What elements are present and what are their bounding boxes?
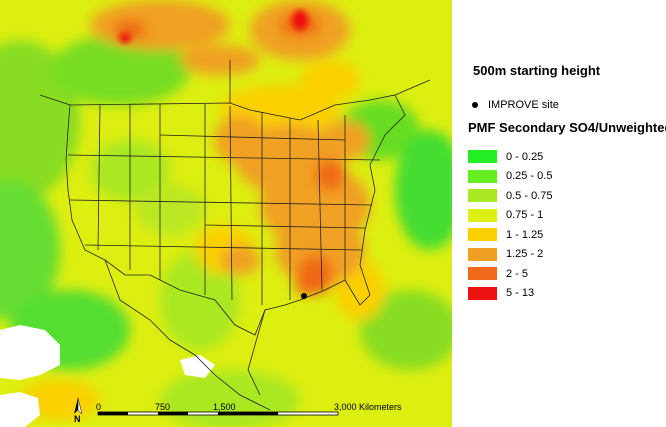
legend-class: 0.25 - 0.5 xyxy=(468,167,552,187)
legend-class-label: 5 - 13 xyxy=(506,287,535,300)
legend-class: 5 - 13 xyxy=(468,284,552,304)
starting-height-title: 500m starting height xyxy=(473,63,601,78)
legend-class-label: 1.25 - 2 xyxy=(506,248,544,261)
scale-tick-3000: 3,000 Kilometers xyxy=(334,402,402,412)
legend-class-label: 0.75 - 1 xyxy=(506,209,544,222)
no-data-areas xyxy=(0,325,215,427)
legend-class-label: 0 - 0.25 xyxy=(506,150,544,163)
scale-tick-750: 750 xyxy=(155,402,170,412)
legend-class: 2 - 5 xyxy=(468,264,552,284)
legend-swatch xyxy=(468,228,497,242)
hotspots xyxy=(119,10,308,43)
legend-classes: 0 - 0.25 0.25 - 0.5 0.5 - 0.75 0.75 - 1 1 - … xyxy=(468,147,552,303)
legend-class: 0 - 0.25 xyxy=(468,147,552,167)
legend-swatch xyxy=(468,208,497,222)
legend-class: 0.75 - 1 xyxy=(468,206,552,226)
boundaries xyxy=(39,60,431,411)
concentration-map: N 0 750 1,500 3,000 Kilometers xyxy=(0,0,452,427)
north-arrow-icon xyxy=(74,397,83,415)
scale-tick-0: 0 xyxy=(96,402,101,412)
legend-class-label: 0.25 - 0.5 xyxy=(506,170,553,183)
legend-class-label: 0.5 - 0.75 xyxy=(506,189,553,202)
legend-swatch xyxy=(468,286,497,300)
legend-panel: 500m starting height IMPROVE site PMF Se… xyxy=(452,0,666,427)
scale-bar: N 0 750 1,500 3,000 Kilometers xyxy=(74,397,402,424)
legend-swatch xyxy=(468,169,497,183)
legend-title: PMF Secondary SO4/Unweighted xyxy=(468,120,666,135)
legend-swatch xyxy=(468,189,497,203)
improve-site-label: IMPROVE site xyxy=(488,99,559,111)
map-panel: N 0 750 1,500 3,000 Kilometers xyxy=(0,0,452,427)
improve-site-marker[interactable] xyxy=(301,293,307,299)
north-label: N xyxy=(74,414,81,424)
legend-swatch xyxy=(468,267,497,281)
legend-swatch xyxy=(468,150,497,164)
legend-class: 0.5 - 0.75 xyxy=(468,186,552,206)
improve-site-legend: IMPROVE site xyxy=(472,99,559,111)
scale-tick-1500: 1,500 xyxy=(213,402,236,412)
legend-class: 1.25 - 2 xyxy=(468,245,552,265)
legend-class-label: 2 - 5 xyxy=(506,267,529,280)
legend-swatch xyxy=(468,247,497,261)
legend-class: 1 - 1.25 xyxy=(468,225,552,245)
legend-class-label: 1 - 1.25 xyxy=(506,228,544,241)
site-dot-icon xyxy=(472,102,478,109)
